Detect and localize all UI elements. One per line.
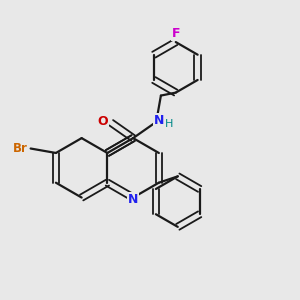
Text: N: N	[154, 114, 164, 127]
Text: N: N	[128, 193, 138, 206]
Text: Br: Br	[13, 142, 28, 155]
Text: F: F	[172, 27, 180, 40]
Text: H: H	[164, 119, 173, 129]
Text: O: O	[98, 115, 108, 128]
